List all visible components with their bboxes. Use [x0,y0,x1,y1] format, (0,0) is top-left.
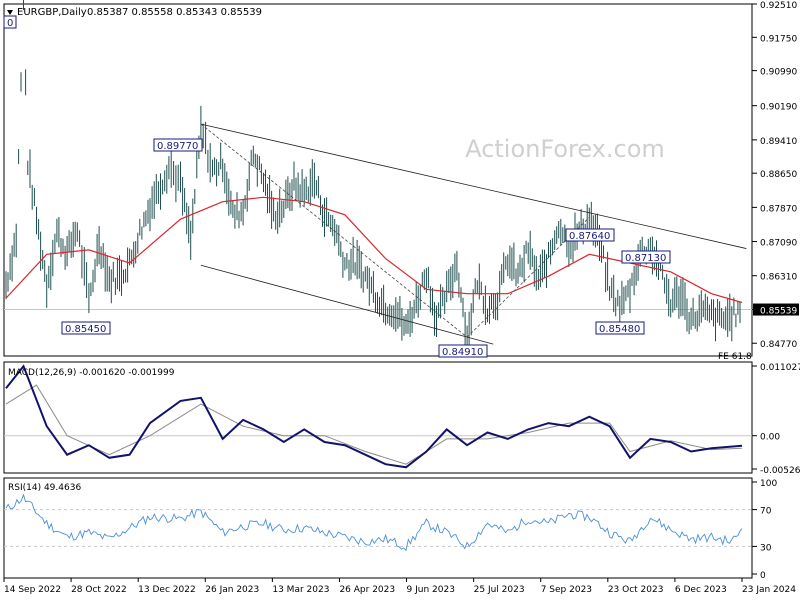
rsi-y-axis: 100 70 30 0 [752,479,777,581]
x-tick-label: 6 Dec 2023 [675,585,727,595]
collapse-arrow-icon[interactable] [7,10,13,15]
price-annotations: 0 0.89770 0.85450 0.84910 0.87640 0.87130 0.85… [3,15,752,362]
fe-label: FE 61.8 [718,352,752,362]
annotation-box [3,15,17,29]
macd-series [4,364,752,469]
current-price-label: 0.85539 [760,307,797,317]
price-tick-label: 0.91750 [760,34,797,44]
annotation-label: 0.87640 [569,231,610,242]
annotation-label: 0.89770 [157,141,198,152]
trendline-fib-a [200,123,468,338]
annotation-label: 0 [7,18,13,29]
annotation-box [153,138,203,152]
macd-tick-label: 0.011027 [760,363,800,373]
macd-title: MACD(12,26,9) -0.001620 -0.001999 [8,368,175,378]
x-axis: 14 Sep 2022 28 Oct 2022 13 Dec 2022 26 Jan … [3,578,796,595]
macd-tick-label: -0.005267 [760,466,800,476]
annotation-box [438,344,488,358]
price-tick-label: 0.92510 [760,1,797,11]
rsi-tick-label: 30 [760,543,772,553]
watermark: ActionForex.com [465,135,665,163]
rsi-tick-label: 0 [760,571,766,581]
price-tick-label: 0.84770 [760,340,797,350]
annotation-label: 0.85450 [65,324,106,335]
x-tick-label: 25 Jul 2023 [474,585,525,595]
trendline-lower [200,264,494,345]
rsi-panel [3,477,753,579]
annotation-box [595,321,645,335]
annotation-box [61,321,111,335]
annotation-label: 0.84910 [442,347,483,358]
macd-y-axis: 0.011027 0.00 -0.005267 [752,363,800,476]
annotation-label: 0.87130 [625,253,666,264]
price-tick-label: 0.86310 [760,273,797,283]
header: EURGBP,Daily 0.85387 0.85558 0.85343 0.8… [7,7,262,18]
x-tick-label: 26 Jan 2023 [205,585,259,595]
price-series [5,0,741,351]
x-tick-label: 23 Jan 2024 [742,585,796,595]
rsi-series [4,493,752,552]
x-tick-label: 13 Mar 2023 [272,585,329,595]
x-tick-label: 9 Jun 2023 [407,585,455,595]
price-tick-label: 0.89410 [760,137,797,147]
x-tick-label: 13 Dec 2022 [138,585,196,595]
x-tick-label: 28 Oct 2022 [71,585,127,595]
ohlc-label: 0.85387 0.85558 0.85343 0.85539 [87,7,262,18]
rsi-line [5,493,743,552]
symbol-label: EURGBP,Daily [17,7,87,18]
macd-signal-line [5,384,743,465]
x-tick-label: 14 Sep 2022 [4,585,61,595]
macd-tick-label: 0.00 [760,433,780,443]
macd-line [5,364,743,469]
x-tick-label: 23 Oct 2023 [608,585,664,595]
annotation-box [621,250,671,264]
price-tick-label: 0.87870 [760,204,797,214]
current-price-box [753,303,799,316]
price-tick-label: 0.88650 [760,170,797,180]
rsi-tick-label: 100 [760,479,777,489]
price-tick-label: 0.90190 [760,103,797,113]
annotation-box [565,228,615,242]
x-tick-label: 7 Sep 2023 [541,585,592,595]
price-y-axis: 0.92510 0.91750 0.90990 0.90190 0.89410 0.886… [752,1,799,350]
trendline-upper [200,123,747,249]
rsi-tick-label: 70 [760,507,772,517]
rsi-title: RSI(14) 49.4636 [8,483,81,493]
price-tick-label: 0.87090 [760,239,797,249]
annotation-label: 0.85480 [599,324,640,335]
price-tick-label: 0.90990 [760,68,797,78]
x-tick-label: 26 Apr 2023 [339,585,395,595]
